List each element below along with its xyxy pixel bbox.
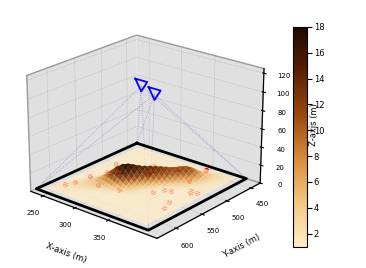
Y-axis label: Y-axis (m): Y-axis (m) [221, 233, 261, 260]
X-axis label: X-axis (m): X-axis (m) [44, 242, 87, 265]
